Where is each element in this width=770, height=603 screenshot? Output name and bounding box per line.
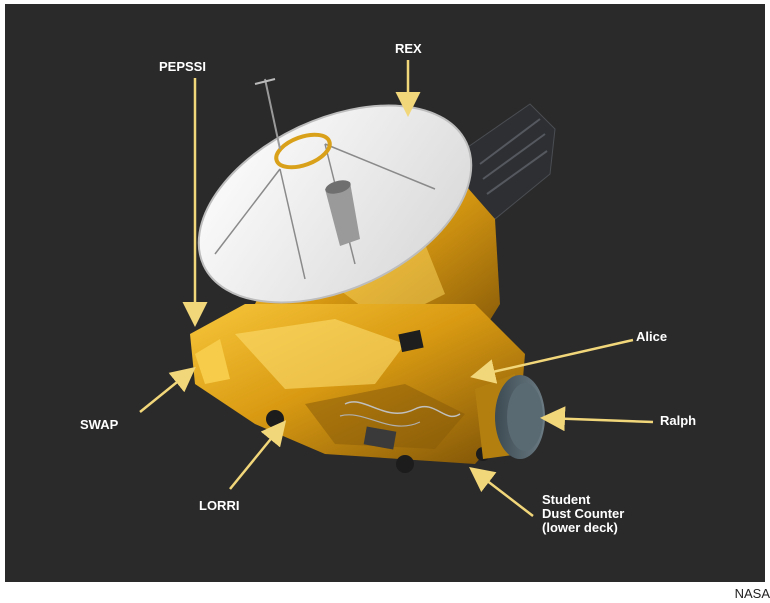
label-ralph: Ralph xyxy=(660,413,697,428)
label-pepssi: PEPSSI xyxy=(159,59,206,74)
label-lorri: LORRI xyxy=(199,498,240,513)
label-swap: SWAP xyxy=(80,417,119,432)
label-rex: REX xyxy=(395,41,422,56)
ralph-instrument xyxy=(475,374,545,459)
rex-dish-antenna xyxy=(197,78,473,304)
arrow-lorri xyxy=(229,420,287,490)
spacecraft-illustration xyxy=(139,60,654,517)
sdc-line-2: Dust Counter xyxy=(542,506,625,521)
arrow-ralph xyxy=(540,406,654,432)
diagram-canvas: REX PEPSSI Alice SWAP Ralph LORRI Studen… xyxy=(5,4,765,582)
label-alice: Alice xyxy=(636,329,668,344)
image-credit: NASA xyxy=(734,586,770,601)
callout-arrows xyxy=(139,60,654,517)
sdc-line-1: Student xyxy=(542,492,591,507)
main-bus xyxy=(190,304,525,473)
arrow-student-dust-counter xyxy=(469,466,534,517)
label-student-dust-counter: Student Dust Counter (lower deck) xyxy=(542,493,652,535)
arrow-alice xyxy=(470,338,634,384)
arrow-swap xyxy=(139,366,196,413)
rtg-unit xyxy=(464,103,556,220)
sdc-line-3: (lower deck) xyxy=(542,520,618,535)
